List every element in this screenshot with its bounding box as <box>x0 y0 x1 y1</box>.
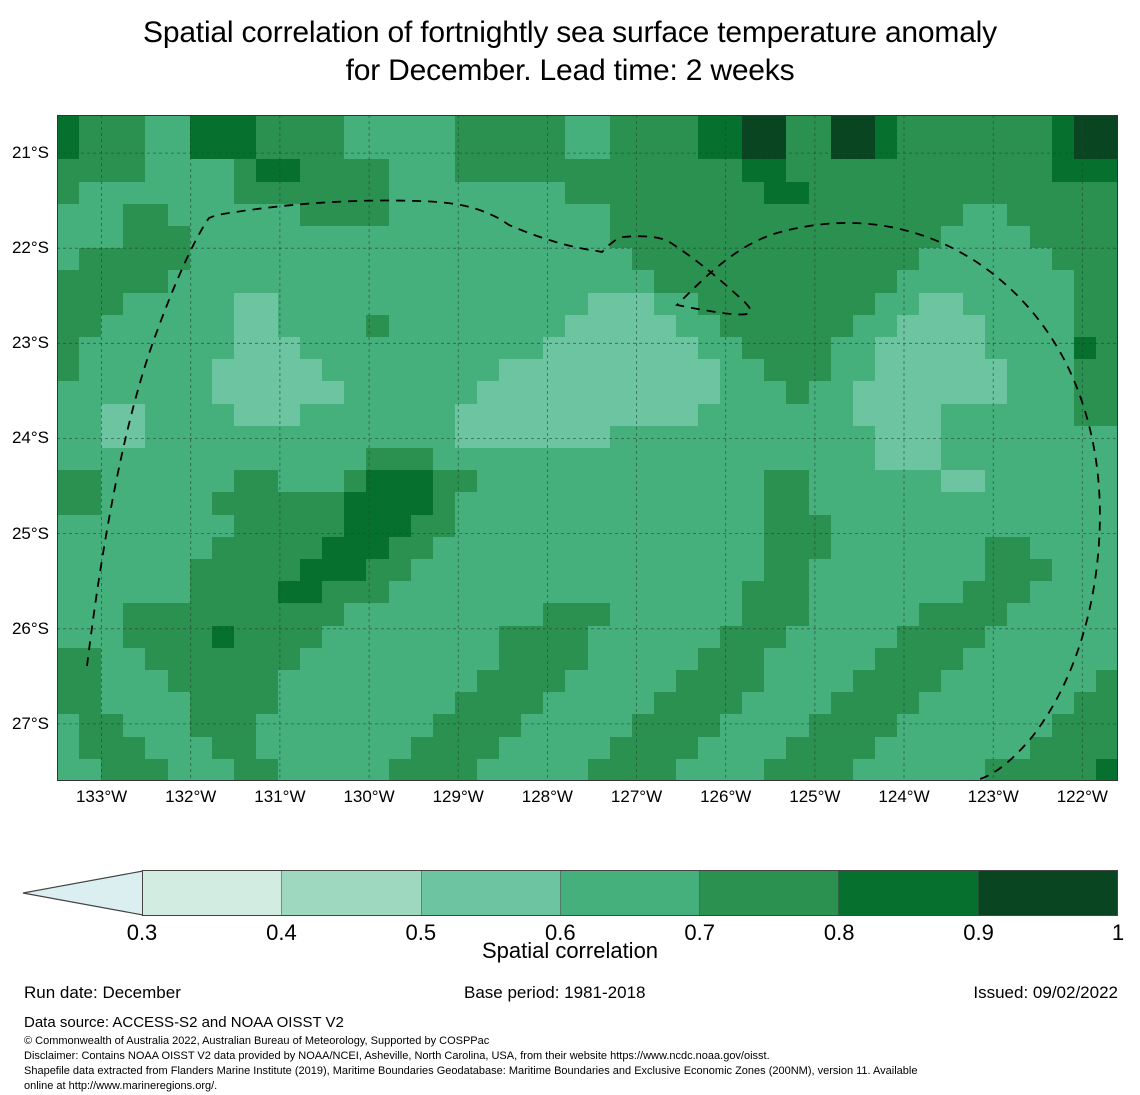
x-axis-tick-label: 123°W <box>967 787 1019 806</box>
x-axis-tick-label: 133°W <box>75 787 128 806</box>
correlation-heatmap <box>57 115 1118 781</box>
colorbar-swatch-3 <box>560 871 701 915</box>
colorbar-tick-label: 0.8 <box>823 920 855 945</box>
colorbar-tick-label: 0.7 <box>684 920 715 945</box>
shapefile-text-line-2: online at http://www.marineregions.org/. <box>24 1080 218 1092</box>
x-axis-tick-label: 126°W <box>700 787 752 806</box>
run-date-text: Run date: December <box>24 983 181 1002</box>
disclaimer-text: Disclaimer: Contains NOAA OISST V2 data … <box>24 1050 770 1062</box>
colorbar-swatch-1 <box>282 871 422 915</box>
colorbar-tick-label: 1 <box>1111 920 1125 945</box>
title-line-2: for December. Lead time: 2 weeks <box>345 54 795 87</box>
y-axis-tick-label: 25°S <box>11 523 49 543</box>
colorbar-swatch-0 <box>143 871 283 915</box>
colorbar-section: Spatial correlation 0.3 0.4 0.5 0.6 0.7 0.8 0.… <box>0 862 1140 963</box>
issued-date-text: Issued: 09/02/2022 <box>973 983 1118 1002</box>
data-source-text: Data source: ACCESS-S2 and NOAA OISST V2 <box>24 1014 344 1031</box>
colorbar-label: Spatial correlation <box>481 938 659 963</box>
x-axis-tick-label: 127°W <box>610 787 663 806</box>
x-axis-tick-label: 132°W <box>165 787 217 806</box>
colorbar-swatch-5 <box>839 871 979 915</box>
colorbar-swatch-6 <box>978 871 1117 915</box>
y-axis-tick-label: 23°S <box>11 333 49 353</box>
colorbar <box>142 870 1118 916</box>
colorbar-tick-label: 0.5 <box>405 920 437 945</box>
colorbar-tick-label: 0.6 <box>544 920 576 945</box>
y-axis-tick-label: 22°S <box>11 238 49 258</box>
copyright-text: © Commonwealth of Australia 2022, Austra… <box>24 1035 490 1047</box>
colorbar-under-arrow <box>22 870 143 916</box>
x-axis-tick-label: 129°W <box>432 787 484 806</box>
metadata-row: Run date: December Base period: 1981-201… <box>0 983 1140 1005</box>
x-axis-tick-label: 124°W <box>878 787 930 806</box>
map-plot-area <box>57 115 1118 781</box>
page-title: Spatial correlation of fortnightly sea s… <box>0 14 1140 90</box>
colorbar-tick-label: 0.3 <box>126 920 158 945</box>
x-axis-tick-label: 130°W <box>343 787 395 806</box>
title-line-1: Spatial correlation of fortnightly sea s… <box>143 16 997 49</box>
x-axis-tick-label: 128°W <box>521 787 573 806</box>
y-axis-tick-label: 24°S <box>11 428 49 448</box>
colorbar-swatch-2 <box>421 871 561 915</box>
colorbar-tick-label: 0.9 <box>963 920 994 945</box>
x-axis-tick-label: 125°W <box>789 787 841 806</box>
colorbar-tick-label: 0.4 <box>266 920 297 945</box>
colorbar-swatch-4 <box>700 871 840 915</box>
base-period-text: Base period: 1981-2018 <box>464 983 646 1002</box>
y-axis-tick-label: 26°S <box>11 618 49 638</box>
y-axis-tick-label: 21°S <box>11 143 49 163</box>
disclaimer-block: © Commonwealth of Australia 2022, Austra… <box>24 1034 1124 1094</box>
shapefile-text-line-1: Shapefile data extracted from Flanders M… <box>24 1065 918 1077</box>
x-axis-tick-label: 131°W <box>254 787 306 806</box>
x-axis-tick-label: 122°W <box>1056 787 1108 806</box>
y-axis-tick-label: 27°S <box>11 713 49 733</box>
